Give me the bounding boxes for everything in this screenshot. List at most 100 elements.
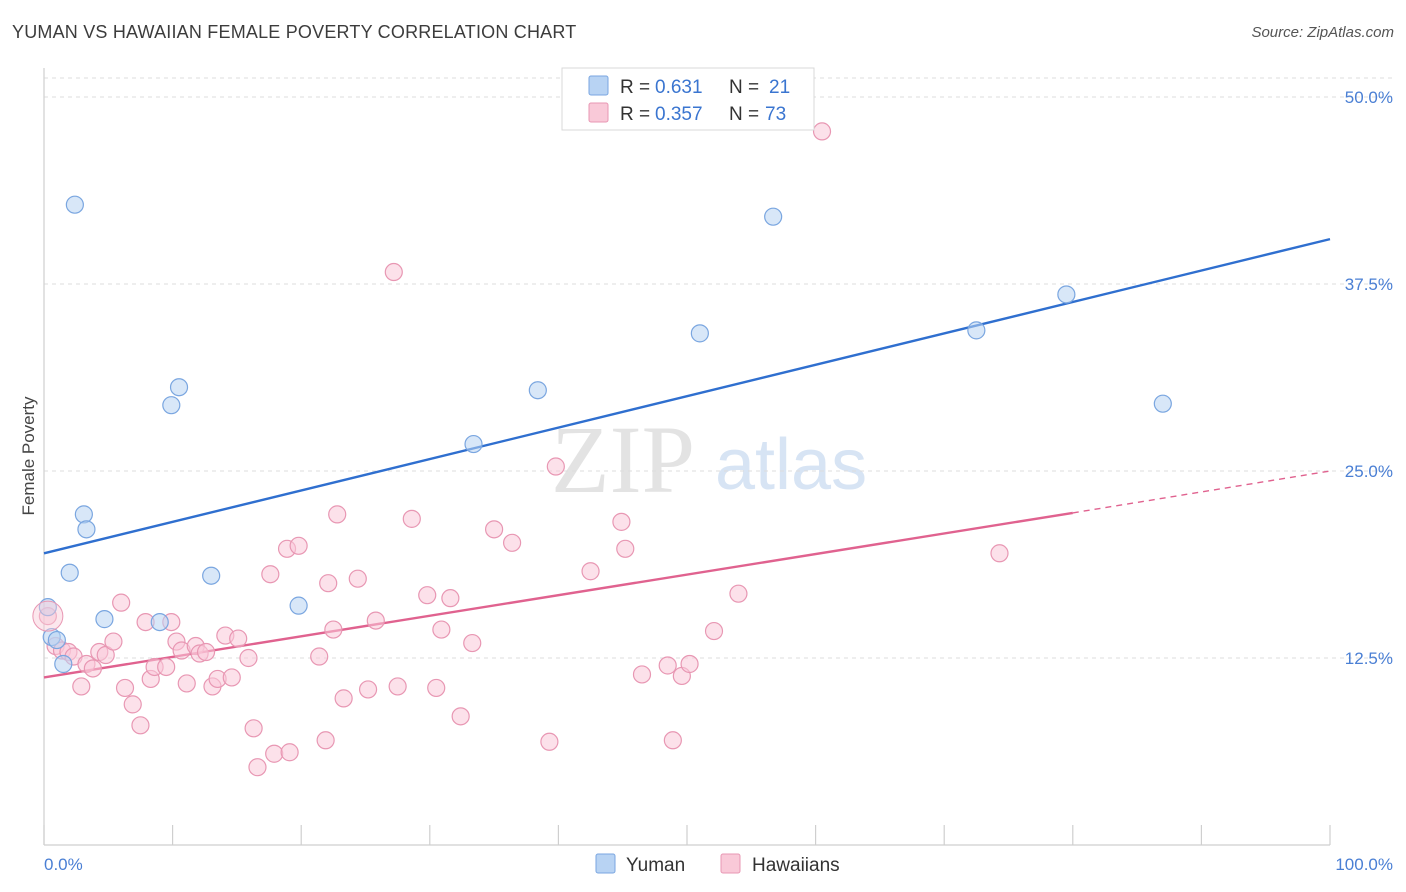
hawaiians-bottom-label: Hawaiians	[752, 855, 840, 876]
hawaiian-trend-line	[43, 511, 1073, 679]
hawaiian-point	[388, 677, 407, 696]
hawaiian-point	[663, 731, 682, 750]
hawaiian-point	[658, 656, 677, 675]
yuman-bottom-swatch	[595, 853, 616, 874]
hawaiian-point	[680, 654, 699, 674]
yuman-point	[169, 378, 189, 397]
hawaiian-point	[222, 668, 241, 687]
hawaiian-point	[319, 574, 338, 593]
hawaiians-n-label: N =	[729, 104, 759, 125]
hawaiian-point	[729, 584, 748, 603]
hawaiian-point	[812, 122, 832, 141]
yuman-trend-line	[43, 237, 1331, 555]
hawaiian-point	[72, 677, 91, 696]
hawaiian-point	[324, 620, 343, 639]
yuman-bottom-label: Yuman	[626, 855, 685, 876]
yuman-point	[764, 207, 783, 226]
hawaiian-point	[704, 621, 724, 641]
yuman-point	[38, 598, 57, 617]
yuman-point	[464, 434, 483, 454]
yuman-point	[54, 654, 73, 674]
x-tick-label-max: 100.0%	[1335, 855, 1393, 874]
hawaiian-point	[83, 659, 102, 678]
yuman-point	[60, 563, 79, 582]
hawaiian-point-large	[32, 600, 64, 632]
hawaiian-point	[112, 593, 131, 612]
hawaiians-r-value: 0.357	[655, 104, 703, 125]
hawaiian-point	[581, 562, 600, 581]
hawaiian-point	[265, 744, 284, 763]
y-tick-label: 25.0%	[1345, 462, 1393, 481]
data-points	[32, 122, 1172, 777]
yuman-point	[690, 324, 709, 343]
trend-lines	[43, 237, 1331, 679]
gridlines	[44, 77, 1392, 659]
yuman-point	[289, 596, 308, 615]
y-axis-label: Female Poverty	[19, 396, 38, 516]
hawaiian-point	[348, 569, 367, 588]
hawaiians-legend-swatch	[588, 102, 609, 123]
watermark-zip: ZIP	[551, 406, 695, 513]
chart-title: YUMAN VS HAWAIIAN FEMALE POVERTY CORRELA…	[12, 22, 577, 42]
series-legend: Yuman Hawaiians	[595, 853, 840, 876]
hawaiian-point	[451, 707, 470, 726]
hawaiian-point	[328, 505, 347, 524]
hawaiian-point	[131, 716, 150, 735]
yuman-r-label: R =	[620, 77, 650, 98]
yuman-n-value: 21	[769, 77, 790, 98]
hawaiian-point	[104, 632, 123, 651]
hawaiian-point	[96, 645, 115, 665]
yuman-point	[967, 321, 986, 340]
yuman-point	[47, 630, 66, 650]
hawaiian-point	[612, 512, 631, 531]
hawaiian-point	[196, 642, 216, 662]
yuman-point	[74, 505, 93, 524]
hawaiian-point	[503, 533, 522, 552]
hawaiian-point	[366, 611, 385, 630]
yuman-legend-swatch	[588, 75, 609, 96]
hawaiian-point	[418, 586, 437, 605]
hawaiian-point	[616, 539, 635, 558]
hawaiian-point	[540, 732, 559, 751]
hawaiian-point	[177, 674, 196, 693]
hawaiians-n-value: 73	[765, 104, 786, 125]
hawaiian-point	[280, 743, 299, 762]
hawaiian-point	[485, 520, 504, 539]
stats-legend: R = 0.631 N = 21 R = 0.357 N = 73	[561, 67, 815, 131]
hawaiian-point	[316, 731, 335, 750]
hawaiian-point	[402, 509, 421, 528]
yuman-n-label: N =	[729, 77, 759, 98]
yuman-point	[65, 195, 84, 214]
hawaiian-point	[157, 657, 176, 677]
y-tick-label: 37.5%	[1345, 275, 1393, 294]
hawaiian-point	[632, 665, 652, 684]
hawaiian-point	[463, 633, 482, 653]
yuman-point	[1057, 285, 1076, 304]
hawaiian-point	[289, 536, 308, 555]
yuman-r-value: 0.631	[655, 77, 703, 98]
hawaiian-point	[546, 457, 565, 476]
hawaiian-point	[432, 620, 451, 639]
source-label: Source: ZipAtlas.com	[1251, 24, 1394, 41]
hawaiian-point	[261, 565, 280, 584]
yuman-point	[150, 612, 169, 632]
yuman-point	[202, 566, 221, 585]
hawaiian-point	[229, 629, 248, 648]
x-tick-label-min: 0.0%	[44, 855, 83, 874]
hawaiian-point	[334, 689, 353, 708]
hawaiians-r-label: R =	[620, 104, 650, 125]
y-tick-label: 50.0%	[1345, 88, 1393, 107]
y-tick-label: 12.5%	[1345, 649, 1393, 668]
hawaiian-point	[123, 695, 142, 714]
hawaiian-trend-extension	[1072, 470, 1331, 514]
hawaiian-point	[441, 589, 460, 608]
hawaiian-point	[384, 262, 403, 282]
hawaiian-point	[248, 758, 267, 777]
watermark-atlas: atlas	[715, 425, 867, 505]
hawaiian-point	[427, 678, 446, 698]
yuman-point	[162, 396, 181, 415]
hawaiian-point	[244, 719, 263, 738]
hawaiians-bottom-swatch	[720, 853, 741, 874]
hawaiian-point	[358, 680, 378, 699]
